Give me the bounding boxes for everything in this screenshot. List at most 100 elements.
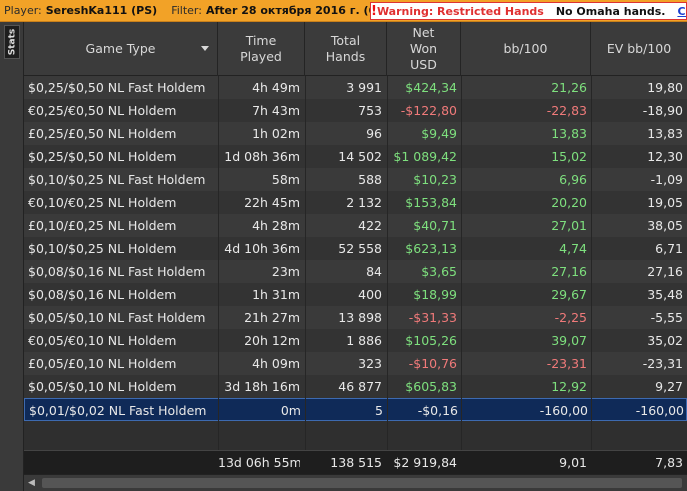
grid-header: Game Type Time Played Total Hands Net Wo… — [24, 22, 687, 76]
total-hands-cell: 3 991 — [346, 80, 382, 95]
table-row[interactable]: $0,05/$0,10 NL Fast Holdem 21h 27m 13 898 -… — [24, 306, 687, 329]
net-won-cell: $605,83 — [405, 379, 457, 394]
net-won-cell: $3,65 — [421, 264, 457, 279]
filter-value[interactable]: After 28 октября 2016 г. (6:00) — [205, 4, 401, 17]
stats-grid: Game Type Time Played Total Hands Net Wo… — [24, 22, 687, 491]
game-type-cell: €0,25/€0,50 NL Holdem — [28, 103, 177, 118]
ev-bb100-cell: 9,27 — [655, 379, 683, 394]
left-tab-strip: Stats — [0, 22, 24, 491]
game-type-cell: $0,01/$0,02 NL Fast Holdem — [29, 403, 207, 418]
game-type-cell: $0,08/$0,16 NL Holdem — [28, 287, 177, 302]
column-header-label: EV bb/100 — [606, 41, 672, 56]
ev-bb100-cell: 27,16 — [647, 264, 683, 279]
game-type-cell: £0,25/£0,50 NL Holdem — [28, 126, 177, 141]
time-played-cell: 1d 08h 36m — [224, 149, 300, 164]
column-header-label: bb/100 — [503, 41, 548, 56]
bb100-cell: -23,31 — [546, 356, 587, 371]
table-row[interactable]: £0,05/£0,10 NL Holdem 4h 09m 323 -$10,76 -23… — [24, 352, 687, 375]
bb100-cell: 13,83 — [551, 126, 587, 141]
column-header-bb100[interactable]: bb/100 — [461, 22, 591, 76]
total-hands-cell: 14 502 — [338, 149, 382, 164]
game-type-cell: €0,10/€0,25 NL Holdem — [28, 195, 177, 210]
bb100-cell: 21,26 — [551, 80, 587, 95]
table-row[interactable]: $0,25/$0,50 NL Holdem 1d 08h 36m 14 502 $1 … — [24, 145, 687, 168]
scrollbar-thumb[interactable] — [42, 478, 682, 488]
column-header-time-played[interactable]: Time Played — [218, 22, 305, 76]
table-row-selected[interactable]: $0,01/$0,02 NL Fast Holdem 0m 5 -$0,16 -160,… — [24, 398, 687, 421]
table-row[interactable]: $0,05/$0,10 NL Holdem 3d 18h 16m 46 877 $60… — [24, 375, 687, 398]
time-played-cell: 22h 45m — [244, 195, 300, 210]
net-won-cell: -$10,76 — [408, 356, 457, 371]
table-row[interactable]: $0,08/$0,16 NL Fast Holdem 23m 84 $3,65 27,1… — [24, 260, 687, 283]
column-divider — [461, 76, 462, 452]
ev-bb100-cell: 35,02 — [647, 333, 683, 348]
column-header-game-type[interactable]: Game Type — [24, 22, 218, 76]
time-played-cell: 4h 49m — [252, 80, 300, 95]
total-bb100: 9,01 — [559, 455, 587, 470]
total-hands: 138 515 — [330, 455, 382, 470]
total-hands-cell: 1 886 — [346, 333, 382, 348]
totals-row: 13d 06h 55m 138 515 $2 919,84 9,01 7,83 — [24, 450, 687, 474]
warning-text: Warning: Restricted Hands — [376, 4, 544, 18]
column-header-net-won[interactable]: Net Won USD — [387, 22, 461, 76]
table-row[interactable]: €0,05/€0,10 NL Holdem 20h 12m 1 886 $105,26… — [24, 329, 687, 352]
column-header-label: Net — [412, 25, 435, 40]
table-row[interactable]: £0,25/£0,50 NL Holdem 1h 02m 96 $9,49 13,83 1… — [24, 122, 687, 145]
table-row[interactable]: $0,08/$0,16 NL Holdem 1h 31m 400 $18,99 29,6… — [24, 283, 687, 306]
table-row[interactable]: €0,10/€0,25 NL Holdem 22h 45m 2 132 $153,84… — [24, 191, 687, 214]
total-hands-cell: 96 — [366, 126, 382, 141]
table-row[interactable]: €0,25/€0,50 NL Holdem 7h 43m 753 -$122,80 -2… — [24, 99, 687, 122]
column-header-label: Won — [409, 41, 438, 56]
horizontal-scrollbar[interactable]: ◀ — [24, 474, 687, 491]
ev-bb100-cell: -18,90 — [642, 103, 683, 118]
bb100-cell: -2,25 — [554, 310, 587, 325]
game-type-cell: $0,10/$0,25 NL Fast Holdem — [28, 172, 206, 187]
sort-dropdown-icon[interactable] — [201, 46, 209, 51]
table-row[interactable]: $0,25/$0,50 NL Fast Holdem 4h 49m 3 991 $42… — [24, 76, 687, 99]
column-divider — [218, 76, 219, 452]
game-type-cell: £0,05/£0,10 NL Holdem — [28, 356, 177, 371]
column-header-label: Played — [240, 49, 282, 64]
table-row[interactable]: $0,10/$0,25 NL Fast Holdem 58m 588 $10,23 6,… — [24, 168, 687, 191]
total-hands-cell: 84 — [366, 264, 382, 279]
game-type-cell: $0,25/$0,50 NL Holdem — [28, 149, 177, 164]
game-type-cell: $0,05/$0,10 NL Fast Holdem — [28, 310, 206, 325]
scroll-left-icon[interactable]: ◀ — [28, 478, 35, 488]
game-type-cell: $0,10/$0,25 NL Holdem — [28, 241, 177, 256]
net-won-cell: -$122,80 — [400, 103, 457, 118]
time-played-cell: 4h 09m — [252, 356, 300, 371]
column-header-total-hands[interactable]: Total Hands — [305, 22, 387, 76]
bb100-cell: 39,07 — [551, 333, 587, 348]
total-hands-cell: 5 — [375, 403, 383, 418]
click-here-link[interactable]: Click here — [677, 4, 686, 18]
game-type-cell: $0,25/$0,50 NL Fast Holdem — [28, 80, 206, 95]
game-type-cell: $0,08/$0,16 NL Fast Holdem — [28, 264, 206, 279]
net-won-cell: $9,49 — [421, 126, 457, 141]
stats-tab[interactable]: Stats — [4, 25, 20, 59]
column-header-label: Total — [330, 33, 361, 48]
ev-bb100-cell: -160,00 — [635, 403, 684, 418]
total-hands-cell: 422 — [358, 218, 382, 233]
total-ev-bb100: 7,83 — [655, 455, 683, 470]
table-row[interactable]: £0,10/£0,25 NL Holdem 4h 28m 422 $40,71 27,0… — [24, 214, 687, 237]
column-header-ev-bb100[interactable]: EV bb/100 — [591, 22, 687, 76]
exclamation-icon: ! — [371, 3, 377, 19]
time-played-cell: 4d 10h 36m — [224, 241, 300, 256]
ev-bb100-cell: 19,05 — [647, 195, 683, 210]
table-row[interactable]: $0,10/$0,25 NL Holdem 4d 10h 36m 52 558 $62… — [24, 237, 687, 260]
ev-bb100-cell: 6,71 — [655, 241, 683, 256]
ev-bb100-cell: 35,48 — [647, 287, 683, 302]
total-hands-cell: 323 — [358, 356, 382, 371]
ev-bb100-cell: -1,09 — [650, 172, 683, 187]
time-played-cell: 1h 31m — [252, 287, 300, 302]
bb100-cell: 27,16 — [551, 264, 587, 279]
game-type-cell: €0,05/€0,10 NL Holdem — [28, 333, 177, 348]
player-label: Player: — [4, 4, 42, 17]
ev-bb100-cell: 19,80 — [647, 80, 683, 95]
total-time-played: 13d 06h 55m — [218, 455, 300, 470]
bb100-cell: 15,02 — [551, 149, 587, 164]
bb100-cell: -22,83 — [546, 103, 587, 118]
bb100-cell: 6,96 — [559, 172, 587, 187]
player-value[interactable]: SereshKa111 (PS) — [45, 4, 158, 17]
time-played-cell: 7h 43m — [252, 103, 300, 118]
